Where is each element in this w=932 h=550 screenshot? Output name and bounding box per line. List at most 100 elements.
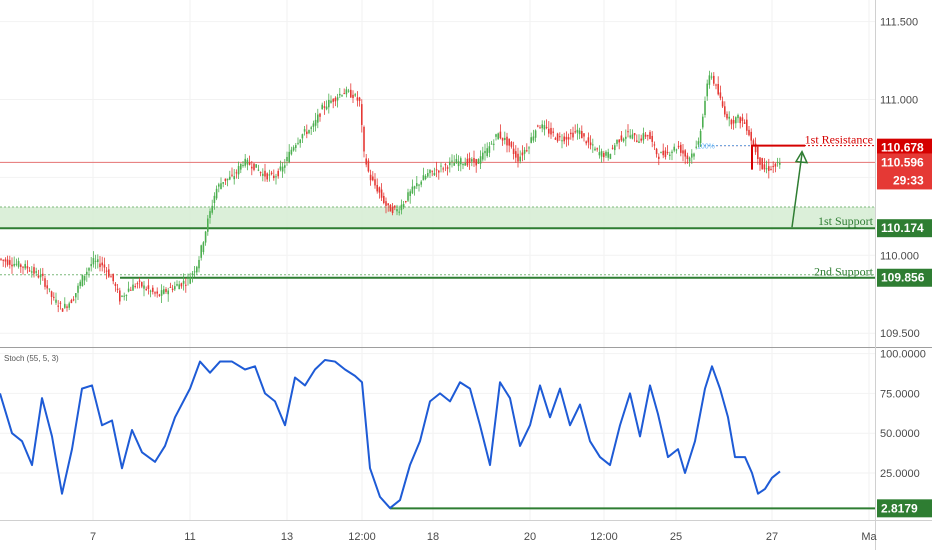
candle-body bbox=[160, 290, 163, 296]
candle-body bbox=[473, 157, 475, 163]
candle-body bbox=[136, 283, 139, 285]
candle-body bbox=[215, 188, 218, 199]
candle-body bbox=[42, 273, 44, 276]
candle-body bbox=[506, 136, 508, 146]
bounce-arrow-head bbox=[794, 150, 809, 164]
candle-body bbox=[462, 163, 464, 166]
candle-body bbox=[292, 147, 295, 151]
price-tick-label: 111.500 bbox=[880, 17, 918, 29]
candle-body bbox=[244, 158, 246, 166]
candle-body bbox=[629, 135, 631, 138]
candle-body bbox=[108, 269, 110, 277]
candle-body bbox=[748, 129, 750, 136]
candle-body bbox=[521, 152, 524, 156]
candle-body bbox=[380, 189, 383, 198]
stoch-level-tag: 2.8179 bbox=[877, 499, 932, 518]
candle-body bbox=[398, 211, 400, 213]
candle-body bbox=[20, 264, 22, 267]
candle-body bbox=[94, 260, 97, 262]
candle-body bbox=[356, 97, 359, 101]
candle-body bbox=[411, 186, 414, 194]
svg-text:110.678: 110.678 bbox=[881, 141, 924, 155]
candle-body bbox=[240, 163, 242, 170]
candle-body bbox=[620, 135, 623, 141]
candle-body bbox=[290, 149, 293, 155]
candle-body bbox=[779, 162, 781, 165]
candle-body bbox=[154, 292, 156, 294]
candle-body bbox=[295, 145, 297, 148]
candle-body bbox=[743, 122, 746, 124]
candle-body bbox=[97, 259, 99, 263]
candle-body bbox=[70, 300, 73, 304]
candle-body bbox=[449, 161, 451, 166]
candle-body bbox=[202, 242, 205, 253]
candle-body bbox=[728, 116, 730, 119]
candle-body bbox=[167, 290, 169, 295]
stoch-tick-label: 100.0000 bbox=[880, 349, 926, 361]
svg-text:109.856: 109.856 bbox=[881, 271, 925, 285]
candle-body bbox=[17, 261, 20, 267]
candle-body bbox=[336, 97, 339, 101]
candle-body bbox=[365, 158, 367, 165]
candle-body bbox=[332, 99, 334, 102]
candle-body bbox=[92, 258, 95, 265]
candle-body bbox=[253, 163, 255, 170]
candle-body bbox=[726, 113, 728, 119]
candle-body bbox=[653, 144, 656, 146]
time-tick-label: 13 bbox=[281, 531, 293, 543]
candle-body bbox=[658, 156, 660, 159]
candle-body bbox=[130, 289, 132, 291]
candle-body bbox=[378, 187, 381, 193]
candle-body bbox=[198, 259, 200, 269]
candle-body bbox=[512, 148, 515, 155]
candle-body bbox=[587, 137, 590, 143]
candle-body bbox=[669, 154, 671, 156]
candle-body bbox=[776, 162, 779, 164]
candle-body bbox=[237, 166, 240, 175]
candle-body bbox=[367, 160, 370, 172]
candle-body bbox=[607, 152, 609, 158]
candle-body bbox=[589, 142, 592, 146]
candle-body bbox=[341, 95, 343, 97]
candle-body bbox=[22, 266, 24, 268]
candle-body bbox=[145, 288, 147, 290]
candle-body bbox=[501, 137, 504, 141]
candle-body bbox=[138, 280, 141, 282]
grid bbox=[0, 0, 875, 520]
candle-body bbox=[548, 128, 550, 134]
candle-body bbox=[625, 136, 627, 139]
candle-body bbox=[479, 156, 482, 164]
candle-body bbox=[163, 289, 165, 294]
candle-body bbox=[600, 151, 603, 157]
candle-body bbox=[61, 308, 64, 312]
candle-body bbox=[559, 136, 561, 138]
resistance-box bbox=[751, 144, 805, 170]
candle-body bbox=[603, 152, 605, 158]
candle-body bbox=[530, 137, 532, 143]
candle-body bbox=[0, 258, 2, 260]
candle-body bbox=[633, 132, 636, 136]
candle-body bbox=[288, 151, 290, 163]
candle-body bbox=[286, 156, 288, 162]
candle-body bbox=[539, 127, 541, 129]
candle-body bbox=[235, 172, 238, 174]
time-tick-label: 18 bbox=[427, 531, 439, 543]
candle-body bbox=[596, 148, 598, 150]
candle-body bbox=[350, 89, 352, 98]
candle-body bbox=[83, 275, 86, 281]
svg-text:110.174: 110.174 bbox=[881, 221, 924, 235]
candle-body bbox=[209, 211, 211, 218]
candle-body bbox=[328, 99, 330, 108]
candle-body bbox=[334, 97, 337, 102]
candle-body bbox=[257, 169, 260, 171]
price-tick-label: 110.000 bbox=[880, 250, 919, 262]
candle-body bbox=[4, 259, 7, 262]
candle-body bbox=[578, 130, 581, 135]
candle-body bbox=[319, 113, 321, 117]
candle-body bbox=[246, 159, 249, 165]
candle-body bbox=[207, 218, 209, 232]
candle-body bbox=[121, 295, 123, 297]
candle-body bbox=[156, 291, 158, 294]
candle-body bbox=[671, 151, 673, 154]
